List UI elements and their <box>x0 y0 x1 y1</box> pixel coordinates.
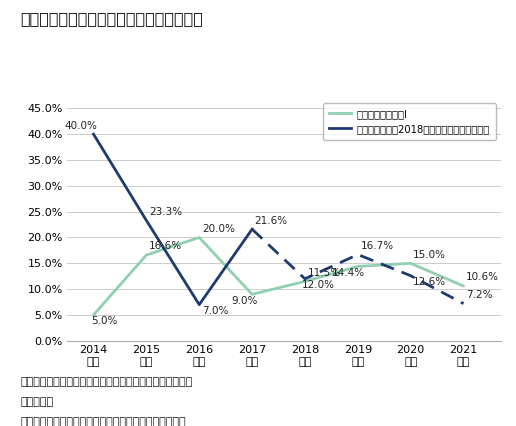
Text: 9.0%: 9.0% <box>231 296 257 306</box>
Text: 注：抜本改革前の加算率は平均的な営業利益率への加算分: 注：抜本改革前の加算率は平均的な営業利益率への加算分 <box>21 377 193 387</box>
Text: 16.7%: 16.7% <box>361 241 394 251</box>
Text: 40.0%: 40.0% <box>64 121 98 130</box>
Text: 出所：中医協資料をもとに医薬産業政策研究所にて作成: 出所：中医協資料をもとに医薬産業政策研究所にて作成 <box>21 417 186 426</box>
Text: 14.4%: 14.4% <box>331 268 364 278</box>
Text: を含む: を含む <box>21 397 54 407</box>
Text: 図７　補正加算適用率の平均値の年次推移: 図７ 補正加算適用率の平均値の年次推移 <box>21 11 203 26</box>
Legend: 類似薬効比較方式Ⅰ, 原価計算方式（2018年度以降は実質加算率）: 類似薬効比較方式Ⅰ, 原価計算方式（2018年度以降は実質加算率） <box>323 103 495 140</box>
Text: 7.2%: 7.2% <box>466 290 493 300</box>
Text: 20.0%: 20.0% <box>202 224 235 234</box>
Text: 16.6%: 16.6% <box>149 242 182 251</box>
Text: 21.6%: 21.6% <box>255 216 288 226</box>
Text: 12.6%: 12.6% <box>413 277 446 287</box>
Text: 5.0%: 5.0% <box>91 317 117 326</box>
Text: 11.5%: 11.5% <box>308 268 341 278</box>
Text: 23.3%: 23.3% <box>149 207 182 217</box>
Text: 7.0%: 7.0% <box>202 306 228 316</box>
Text: 10.6%: 10.6% <box>466 272 499 282</box>
Text: 15.0%: 15.0% <box>413 250 446 260</box>
Text: 12.0%: 12.0% <box>302 280 335 290</box>
